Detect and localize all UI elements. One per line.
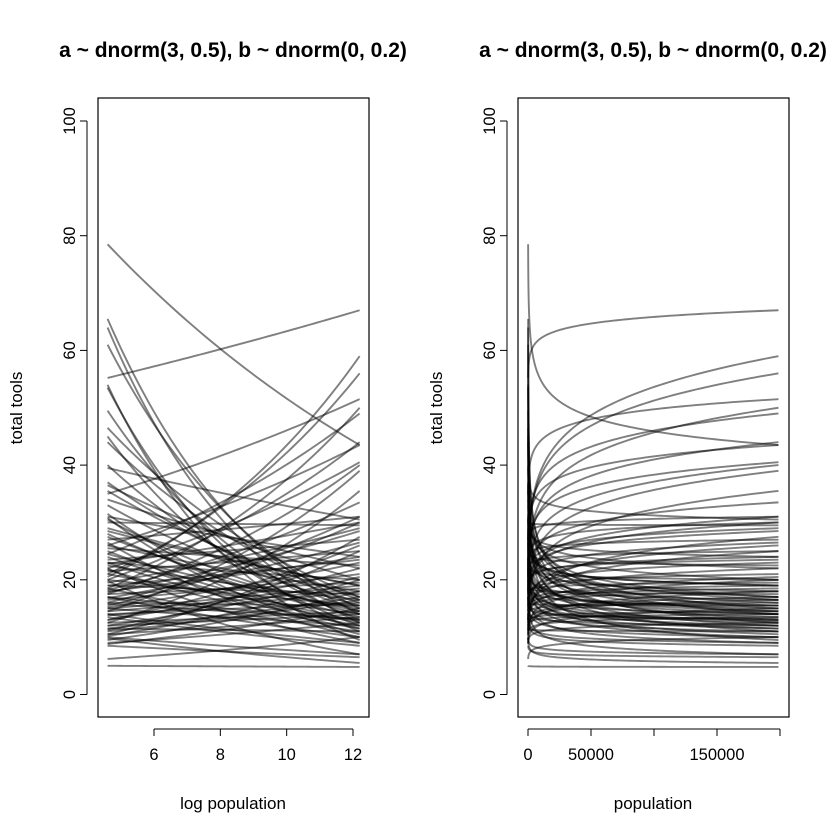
right-y-tick-label: 80 — [481, 227, 499, 245]
right-x-tick-label: 50000 — [568, 746, 614, 764]
left-curve-99 — [107, 561, 360, 609]
left-x-axis: 6 8 10 12 — [149, 728, 362, 764]
left-y-tick-label: 80 — [61, 227, 79, 245]
right-curve-88 — [527, 569, 779, 630]
left-x-tick-label: 8 — [216, 746, 225, 764]
right-curve-1 — [527, 309, 779, 378]
left-curve-40 — [107, 555, 360, 593]
left-y-axis-label: total tools — [7, 372, 26, 445]
right-y-axis-label: total tools — [427, 372, 446, 445]
right-panel: a ~ dnorm(3, 0.5), b ~ dnorm(0, 0.2) 0 50… — [427, 39, 827, 813]
right-x-axis: 0 50000 150000 — [523, 728, 781, 764]
left-curve-15 — [107, 398, 361, 495]
left-curve-13 — [107, 484, 360, 581]
right-curve-56 — [527, 637, 779, 656]
right-curves — [527, 244, 779, 668]
left-curve-78 — [107, 613, 360, 644]
left-curve-62 — [107, 412, 361, 555]
left-curve-68 — [107, 515, 361, 604]
right-curve-96 — [527, 482, 779, 604]
left-curves — [106, 243, 361, 668]
left-curve-92 — [107, 550, 361, 632]
left-curve-86 — [107, 530, 360, 587]
left-x-tick-label: 12 — [344, 746, 362, 764]
left-y-tick-label: 100 — [61, 107, 79, 135]
right-curve-81 — [527, 636, 779, 659]
left-curve-91 — [107, 590, 360, 617]
left-y-tick-label: 60 — [61, 341, 79, 359]
right-curve-15 — [527, 398, 779, 494]
right-y-tick-label: 100 — [481, 107, 499, 135]
left-curve-89 — [107, 580, 360, 656]
left-curve-36 — [107, 441, 361, 581]
left-curve-67 — [107, 461, 361, 570]
left-curve-61 — [107, 407, 361, 590]
right-chart-title: a ~ dnorm(3, 0.5), b ~ dnorm(0, 0.2) — [479, 39, 827, 62]
left-curve-81 — [107, 636, 360, 660]
left-curve-0 — [106, 243, 361, 446]
left-y-axis: 0 20 40 60 80 100 — [61, 107, 88, 699]
left-curve-83 — [107, 637, 360, 664]
right-y-tick-label: 20 — [481, 571, 499, 589]
left-curve-84 — [107, 541, 360, 600]
right-curve-0 — [527, 244, 779, 446]
right-curve-93 — [527, 578, 779, 636]
right-x-tick-label: 150000 — [689, 746, 744, 764]
left-x-axis-label: log population — [180, 794, 286, 813]
right-x-tick-label: 0 — [523, 746, 532, 764]
left-curve-93 — [107, 578, 360, 637]
right-curve-95 — [527, 505, 779, 607]
left-y-tick-label: 0 — [61, 690, 79, 699]
left-plot-frame — [97, 97, 370, 718]
left-curve-18 — [107, 515, 360, 558]
left-curve-64 — [107, 470, 361, 613]
left-curve-65 — [107, 444, 361, 547]
right-curve-99 — [527, 561, 779, 608]
right-curve-94 — [527, 517, 779, 636]
right-y-axis: 0 20 40 60 80 100 — [481, 107, 508, 699]
right-curve-98 — [527, 530, 779, 593]
right-curve-83 — [527, 638, 779, 664]
right-y-tick-label: 0 — [481, 690, 499, 699]
left-y-tick-label: 20 — [61, 571, 79, 589]
left-x-tick-label: 10 — [277, 746, 295, 764]
right-curve-82 — [527, 665, 779, 668]
left-curve-96 — [107, 481, 360, 604]
right-curve-12 — [527, 467, 779, 521]
left-curve-54 — [107, 598, 360, 633]
left-chart-title: a ~ dnorm(3, 0.5), b ~ dnorm(0, 0.2) — [59, 39, 407, 62]
right-curve-97 — [527, 521, 779, 564]
left-curve-82 — [107, 664, 360, 668]
left-curve-85 — [107, 501, 361, 592]
right-plot-frame — [517, 97, 790, 718]
right-x-axis-label: population — [614, 794, 692, 813]
left-y-tick-label: 40 — [61, 456, 79, 474]
left-curve-94 — [107, 517, 360, 636]
right-curve-80 — [527, 607, 779, 645]
left-curve-98 — [107, 530, 360, 594]
left-curve-97 — [107, 521, 360, 565]
left-x-tick-label: 6 — [149, 746, 158, 764]
left-curve-45 — [107, 521, 361, 607]
left-curve-50 — [107, 544, 360, 621]
right-y-tick-label: 40 — [481, 456, 499, 474]
left-curve-1 — [107, 309, 360, 379]
left-panel: a ~ dnorm(3, 0.5), b ~ dnorm(0, 0.2) 6 8 1… — [7, 39, 407, 813]
right-y-tick-label: 60 — [481, 341, 499, 359]
